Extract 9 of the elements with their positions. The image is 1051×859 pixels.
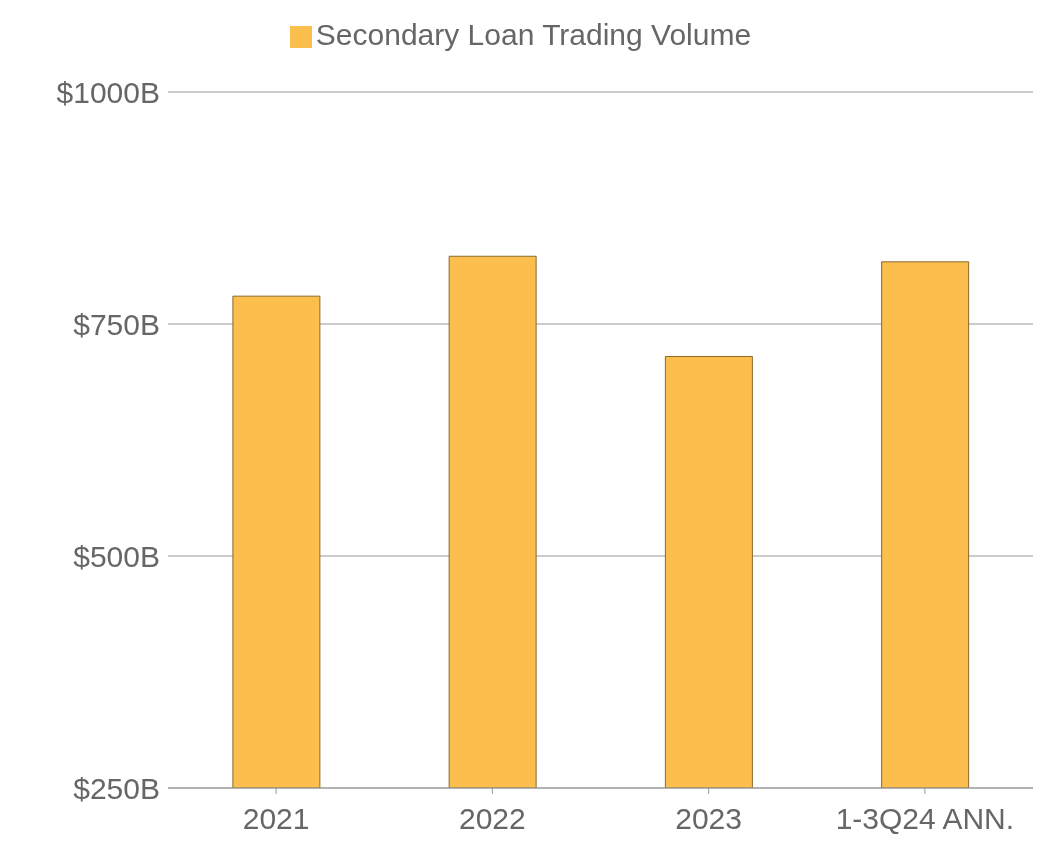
y-tick-label: $250B (73, 771, 160, 805)
y-tick-label: $500B (73, 539, 160, 573)
legend-label: Secondary Loan Trading Volume (315, 18, 752, 51)
x-tick-label: 2021 (242, 802, 310, 836)
x-tick-label: 2023 (675, 802, 742, 836)
y-tick-label: $1000B (56, 75, 160, 109)
x-tick-label: 2022 (459, 802, 526, 836)
y-tick-label: $750B (73, 307, 160, 341)
x-tick-label: 1-3Q24 ANN. (835, 802, 1015, 836)
